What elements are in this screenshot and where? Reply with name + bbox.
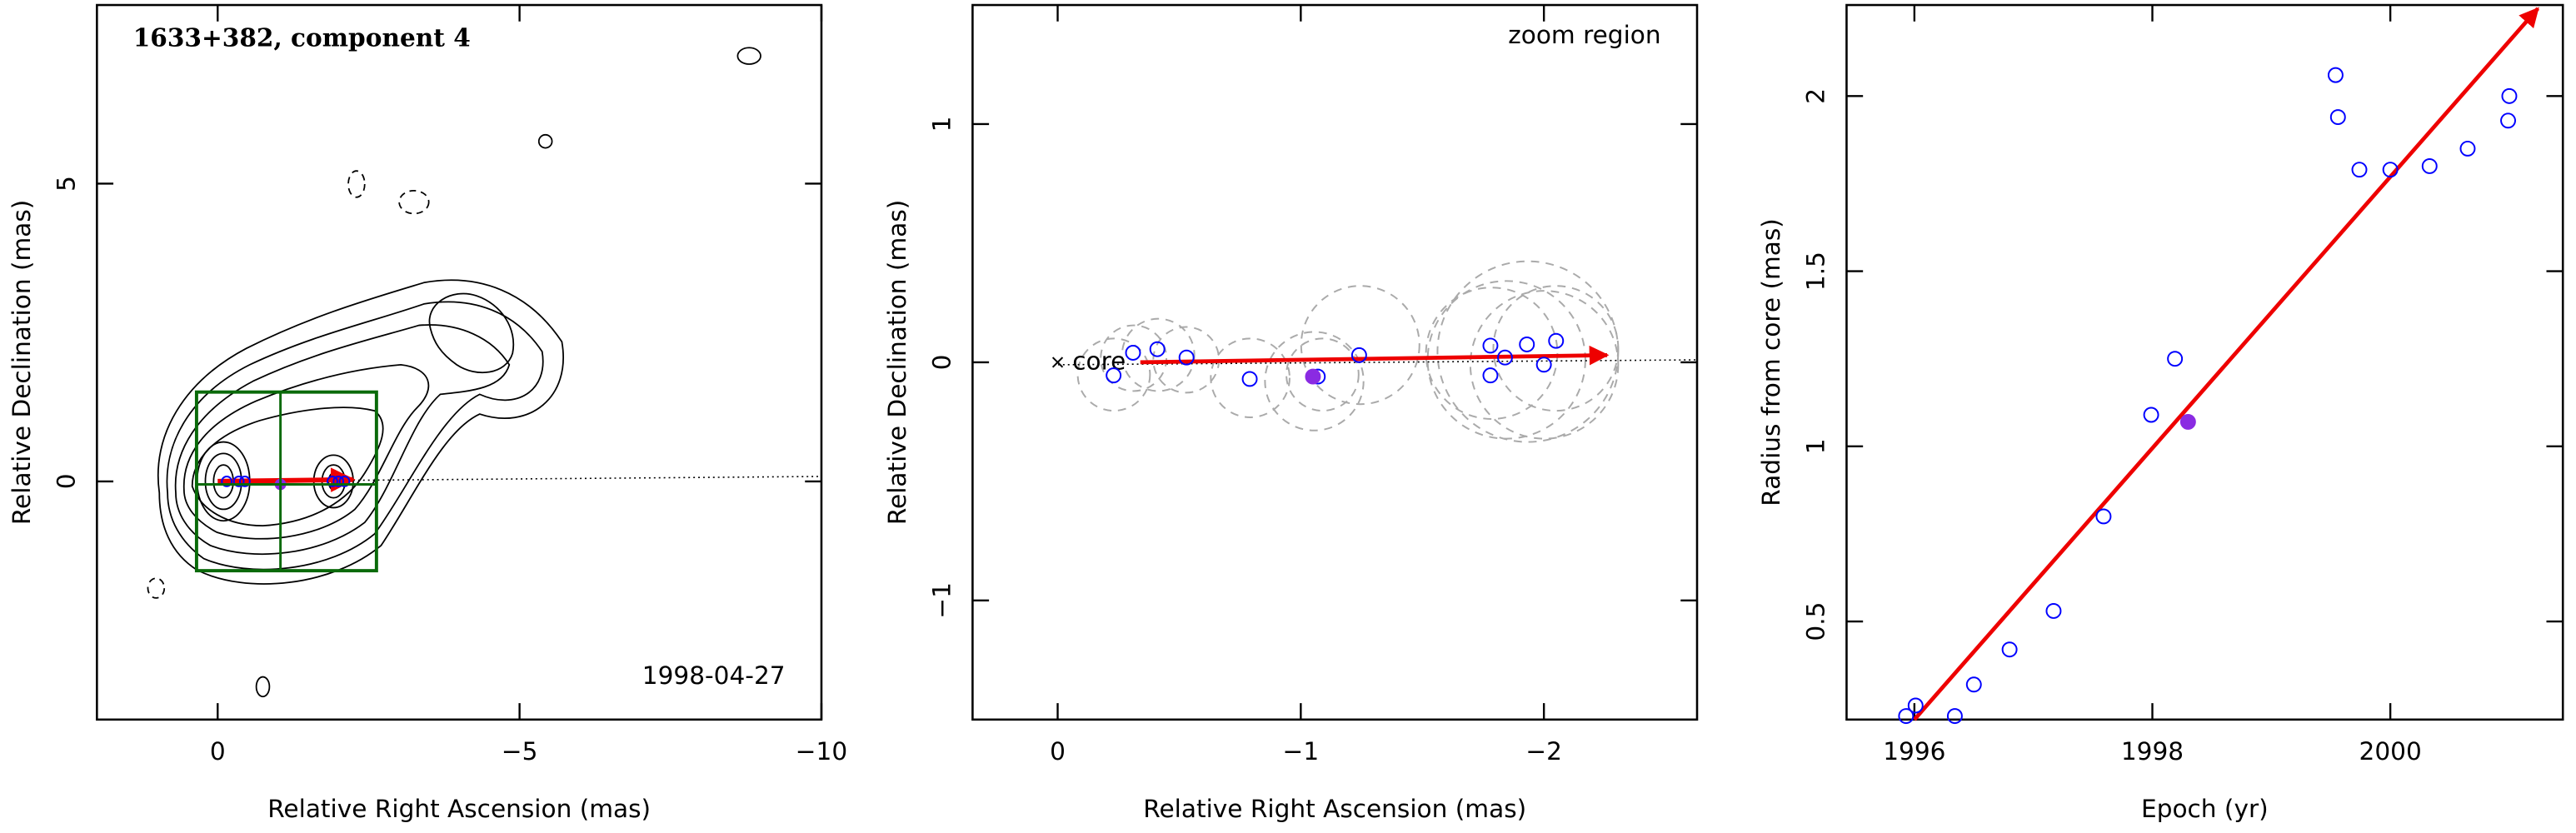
point	[1497, 349, 1513, 366]
point	[1125, 345, 1141, 361]
y-tick-label: 0	[52, 473, 80, 489]
motion-arrow	[1913, 7, 2540, 721]
y-tick-label: 2	[1801, 88, 1830, 104]
point	[1178, 349, 1195, 366]
point	[1519, 337, 1535, 352]
x-tick-label: −2	[1525, 737, 1562, 766]
x-tick-label: −1	[1283, 737, 1320, 766]
core-label: core	[1072, 347, 1126, 375]
point	[1482, 337, 1499, 354]
y-tick-label: 5	[52, 176, 80, 192]
point	[2421, 157, 2438, 174]
point	[2167, 351, 2184, 367]
point	[1965, 676, 1982, 693]
x-tick-label: 0	[210, 737, 226, 766]
point	[2001, 641, 2018, 658]
point	[2351, 162, 2368, 178]
point	[2327, 67, 2344, 83]
motion-arrow	[217, 467, 356, 492]
x-tick-label: −5	[502, 737, 538, 766]
point	[1548, 332, 1565, 349]
x-axis-label: Relative Right Ascension (mas)	[267, 795, 651, 823]
plot-frame	[96, 3, 823, 721]
plot-frame	[1845, 3, 2564, 721]
point	[2045, 603, 2062, 619]
point	[2382, 162, 2399, 178]
y-tick-label: −1	[927, 582, 956, 619]
model-circles	[1057, 260, 1698, 443]
point	[1241, 371, 1258, 387]
y-tick-label: 1	[1801, 438, 1830, 454]
point	[1946, 708, 1963, 725]
core-marker	[1051, 357, 1064, 368]
point	[332, 475, 345, 487]
zoom-box	[194, 390, 378, 573]
filled-point	[2179, 413, 2196, 430]
y-axis-label: Relative Declination (mas)	[883, 200, 911, 526]
point	[1898, 708, 1915, 725]
point	[2329, 109, 2346, 126]
y-tick-label: 1	[927, 117, 956, 132]
motion-arrow	[1140, 345, 1610, 366]
annotation: 1998-04-27	[642, 661, 786, 690]
y-tick-label: 0.5	[1801, 602, 1830, 641]
point	[2501, 87, 2518, 104]
y-tick-label: 1.5	[1801, 252, 1830, 291]
point	[2500, 112, 2516, 129]
x-tick-label: 0	[1050, 737, 1066, 766]
y-axis-label: Relative Declination (mas)	[7, 200, 36, 526]
point	[1149, 341, 1166, 357]
point	[221, 475, 233, 487]
point	[238, 475, 251, 487]
point	[338, 475, 351, 487]
point	[1535, 357, 1552, 373]
x-axis-label: Relative Right Ascension (mas)	[1143, 795, 1526, 823]
x-tick-label: 1998	[2121, 737, 2184, 766]
point	[232, 475, 245, 487]
point	[2095, 508, 2112, 525]
x-tick-label: 1996	[1883, 737, 1945, 766]
x-axis-label: Epoch (yr)	[2141, 795, 2269, 823]
y-tick-label: 0	[927, 355, 956, 371]
y-axis-label: Radius from core (mas)	[1757, 218, 1785, 506]
contours	[147, 47, 821, 698]
point	[2459, 140, 2476, 157]
panel-title: 1633+382, component 4	[133, 22, 471, 52]
point	[1350, 347, 1367, 363]
point	[1106, 367, 1122, 384]
point	[1907, 697, 1924, 714]
filled-point	[1305, 368, 1321, 385]
x-tick-label: 2000	[2359, 737, 2422, 766]
point	[2143, 407, 2159, 423]
point	[1482, 367, 1499, 384]
point	[327, 475, 338, 487]
annotation: zoom region	[1508, 21, 1660, 49]
x-tick-label: −10	[796, 737, 847, 766]
